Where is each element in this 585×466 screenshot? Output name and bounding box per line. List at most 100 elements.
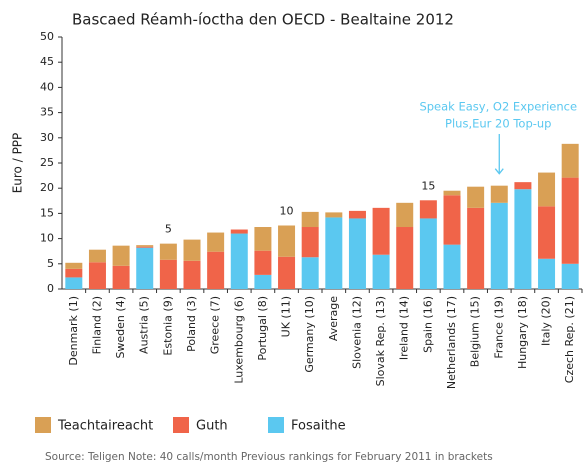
bar-segment	[443, 244, 461, 289]
legend-swatch	[268, 417, 284, 433]
callout-text: Plus,Eur 20 Top-up	[445, 117, 551, 131]
bar-segment	[325, 212, 343, 218]
bar-segment	[136, 247, 154, 289]
bar-segment	[372, 207, 390, 255]
bar-segment	[467, 186, 485, 208]
callout-text: Speak Easy, O2 Experience	[419, 100, 577, 114]
bar-segment	[443, 190, 461, 196]
x-tick-label: UK (11)	[280, 296, 293, 337]
x-tick-label: Portugal (8)	[256, 296, 269, 361]
bar-segment	[301, 211, 319, 228]
legend-label: Guth	[196, 419, 228, 434]
x-tick-label: Ireland (14)	[398, 296, 411, 360]
bar-segment	[278, 225, 296, 257]
legend-swatch	[35, 417, 51, 433]
bar-segment	[538, 258, 556, 289]
bar-segment	[443, 195, 461, 245]
y-tick-label: 40	[40, 80, 54, 93]
x-tick-label: France (19)	[492, 296, 505, 359]
bar-segment	[112, 265, 130, 289]
y-tick-label: 0	[47, 282, 54, 295]
annotation: 5	[165, 223, 172, 236]
x-tick-label: Hungary (18)	[516, 296, 529, 369]
legend-label: Teachtaireacht	[57, 419, 153, 434]
y-tick-label: 5	[47, 257, 54, 270]
bar-segment	[159, 243, 177, 260]
x-tick-label: Sweden (4)	[114, 296, 127, 359]
bar-segment	[301, 257, 319, 289]
bar-segment	[88, 262, 106, 289]
bar-segment	[254, 227, 272, 251]
bar-segment	[348, 210, 366, 219]
bar-segment	[348, 218, 366, 289]
x-tick-label: Denmark (1)	[67, 296, 80, 366]
x-tick-label: Italy (20)	[540, 296, 553, 346]
bar-segment	[65, 277, 83, 289]
y-tick-label: 50	[40, 30, 54, 43]
x-tick-label: Estonia (9)	[161, 296, 174, 356]
x-tick-label: Slovenia (12)	[350, 296, 363, 369]
bar-segment	[561, 177, 579, 264]
y-tick-label: 25	[40, 156, 54, 169]
y-axis-label: Euro / PPP	[11, 133, 25, 194]
bar-segment	[207, 232, 225, 252]
bar-segment	[159, 259, 177, 289]
bar-segment	[254, 250, 272, 275]
bar-segment	[230, 233, 248, 289]
bar-segment	[254, 274, 272, 289]
bar-segment	[561, 263, 579, 289]
x-tick-label: Czech Rep. (21)	[563, 296, 576, 383]
x-tick-label: Austria (5)	[138, 296, 151, 354]
bar-segment	[278, 256, 296, 289]
bar-segment	[490, 185, 508, 203]
chart-title: Bascaed Réamh-íoctha den OECD - Bealtain…	[72, 11, 454, 29]
x-tick-label: Germany (10)	[303, 296, 316, 373]
x-tick-label: Greece (7)	[209, 296, 222, 354]
bar-segment	[490, 202, 508, 289]
bar-segment	[112, 245, 130, 266]
y-tick-label: 30	[40, 131, 54, 144]
bar-segment	[230, 229, 248, 234]
bar-segment	[325, 217, 343, 289]
bar-segment	[136, 245, 154, 247]
x-tick-label: Netherlands (17)	[445, 296, 458, 389]
bar-segment	[183, 260, 201, 289]
bar-segment	[561, 143, 579, 178]
y-tick-label: 45	[40, 55, 54, 68]
y-tick-label: 15	[40, 206, 54, 219]
legend-label: Fosaithe	[291, 419, 346, 434]
x-tick-label: Finland (2)	[90, 296, 103, 354]
annotation: 10	[280, 204, 294, 217]
bar-segment	[136, 246, 154, 248]
source-note: Source: Teligen Note: 40 calls/month Pre…	[45, 451, 493, 463]
x-tick-label: Average	[327, 296, 340, 341]
callout-arrowhead	[494, 168, 504, 175]
bar-segment	[372, 254, 390, 289]
x-tick-label: Belgium (15)	[469, 296, 482, 367]
annotation: 15	[421, 179, 435, 192]
bar-segment	[514, 189, 532, 289]
y-tick-label: 35	[40, 106, 54, 119]
bar-segment	[207, 251, 225, 289]
y-tick-label: 20	[40, 181, 54, 194]
x-tick-label: Luxembourg (6)	[232, 296, 245, 384]
bar-segment	[396, 227, 414, 289]
bar-segment	[538, 206, 556, 259]
x-tick-label: Poland (3)	[185, 296, 198, 352]
y-tick-label: 10	[40, 232, 54, 245]
x-tick-label: Slovak Rep. (13)	[374, 296, 387, 386]
bar-segment	[467, 207, 485, 289]
bar-segment	[65, 262, 83, 269]
bar-segment	[301, 227, 319, 258]
bar-segment	[88, 249, 106, 263]
bar-segment	[183, 239, 201, 261]
bar-segment	[396, 202, 414, 228]
bar-segment	[419, 218, 437, 289]
x-tick-label: Spain (16)	[421, 296, 434, 353]
legend-swatch	[173, 417, 189, 433]
bar-segment	[65, 268, 83, 278]
bar-segment	[419, 200, 437, 219]
bar-segment	[514, 182, 532, 190]
bar-segment	[538, 172, 556, 207]
